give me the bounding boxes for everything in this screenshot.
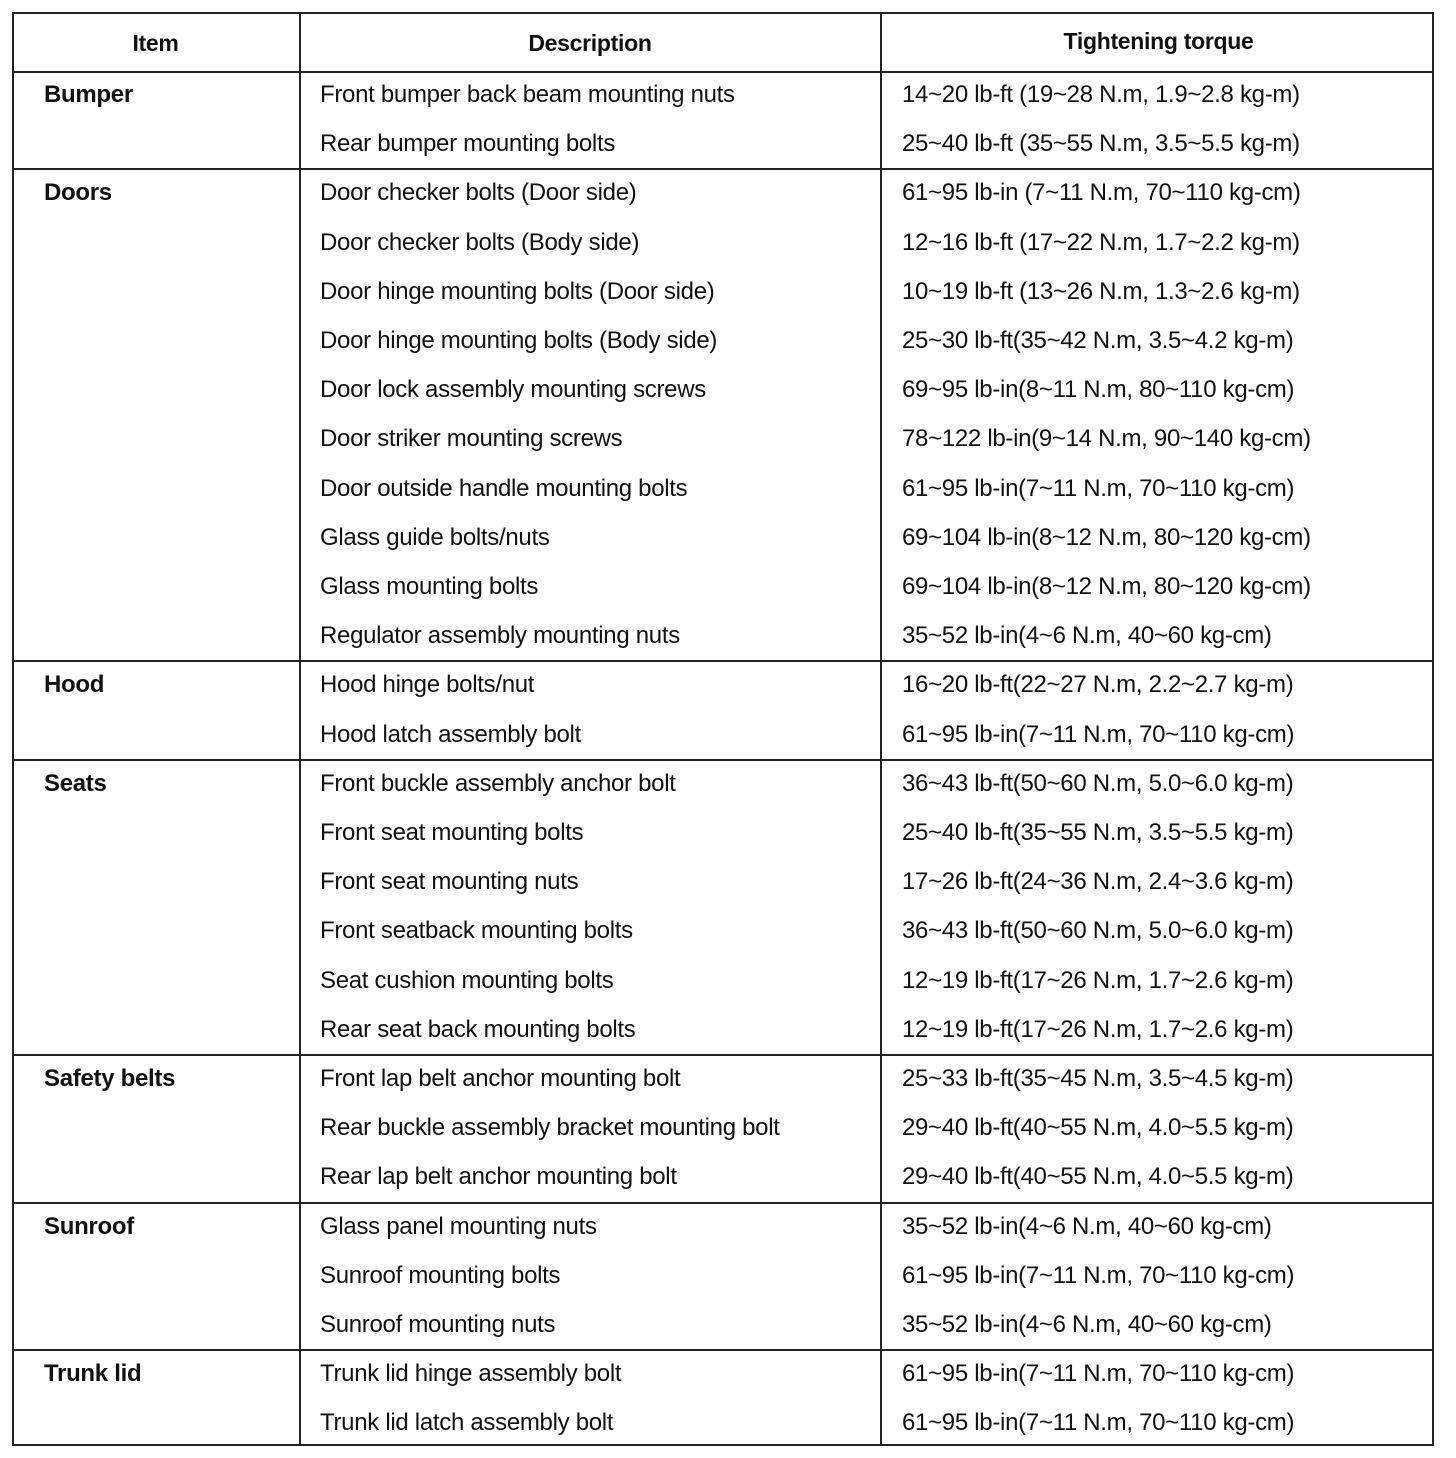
description: Front lap belt anchor mounting bolt: [320, 1065, 681, 1092]
torque: 25~33 lb-ft(35~45 N.m, 3.5~4.5 kg-m): [902, 1065, 1294, 1092]
torque: 61~95 lb-in(7~11 N.m, 70~110 kg-cm): [902, 1409, 1295, 1437]
torque: 35~52 lb-in(4~6 N.m, 40~60 kg-cm): [902, 1311, 1272, 1338]
torque: 35~52 lb-in(4~6 N.m, 40~60 kg-cm): [902, 1212, 1272, 1240]
header-item: Item: [132, 30, 179, 56]
torque: 12~16 lb-ft (17~22 N.m, 1.7~2.2 kg-m): [902, 228, 1300, 256]
header-divider: [12, 71, 1434, 73]
description: Rear lap belt anchor mounting bolt: [320, 1163, 677, 1191]
column-divider: [299, 12, 301, 1446]
torque: 61~95 lb-in (7~11 N.m, 70~110 kg-cm): [902, 179, 1301, 207]
description: Seat cushion mounting bolts: [320, 966, 614, 994]
group-divider: [12, 660, 1434, 663]
item-label: Trunk lid: [44, 1360, 142, 1388]
group-divider: [12, 168, 1434, 171]
description: Front seat mounting bolts: [320, 819, 584, 846]
group-divider: [12, 1054, 1434, 1056]
table-frame: [12, 12, 1434, 1446]
torque: 25~30 lb-ft(35~42 N.m, 3.5~4.2 kg-m): [902, 327, 1294, 354]
torque: 36~43 lb-ft(50~60 N.m, 5.0~6.0 kg-m): [902, 769, 1294, 797]
description: Hood latch assembly bolt: [320, 720, 581, 748]
description: Glass guide bolts/nuts: [320, 523, 550, 551]
torque: 12~19 lb-ft(17~26 N.m, 1.7~2.6 kg-m): [902, 966, 1294, 994]
torque: 29~40 lb-ft(40~55 N.m, 4.0~5.5 kg-m): [902, 1163, 1294, 1191]
torque: 12~19 lb-ft(17~26 N.m, 1.7~2.6 kg-m): [902, 1015, 1294, 1043]
description: Front seatback mounting bolts: [320, 917, 633, 945]
torque: 69~95 lb-in(8~11 N.m, 80~110 kg-cm): [902, 376, 1295, 404]
description: Rear seat back mounting bolts: [320, 1015, 636, 1043]
torque: 29~40 lb-ft(40~55 N.m, 4.0~5.5 kg-m): [902, 1114, 1294, 1142]
description: Door hinge mounting bolts (Door side): [320, 277, 715, 305]
description: Door striker mounting screws: [320, 425, 623, 453]
column-divider: [880, 12, 882, 1446]
torque: 25~40 lb-ft (35~55 N.m, 3.5~5.5 kg-m): [902, 130, 1300, 158]
torque: 69~104 lb-in(8~12 N.m, 80~120 kg-cm): [902, 523, 1311, 551]
description: Door lock assembly mounting screws: [320, 376, 706, 404]
description: Rear buckle assembly bracket mounting bo…: [320, 1114, 780, 1142]
description: Hood hinge bolts/nut: [320, 671, 535, 699]
description: Trunk lid hinge assembly bolt: [320, 1360, 622, 1388]
torque: 61~95 lb-in(7~11 N.m, 70~110 kg-cm): [902, 1261, 1295, 1289]
description: Glass mounting bolts: [320, 573, 539, 600]
description: Trunk lid latch assembly bolt: [320, 1409, 614, 1437]
torque: 78~122 lb-in(9~14 N.m, 90~140 kg-cm): [902, 425, 1311, 453]
torque: 17~26 lb-ft(24~36 N.m, 2.4~3.6 kg-m): [902, 868, 1294, 896]
torque: 61~95 lb-in(7~11 N.m, 70~110 kg-cm): [902, 720, 1295, 748]
item-label: Seats: [44, 769, 107, 797]
torque: 36~43 lb-ft(50~60 N.m, 5.0~6.0 kg-m): [902, 917, 1294, 945]
header-description: Description: [528, 30, 652, 56]
description: Regulator assembly mounting nuts: [320, 622, 680, 650]
torque: 25~40 lb-ft(35~55 N.m, 3.5~5.5 kg-m): [902, 819, 1294, 846]
group-divider: [12, 1201, 1434, 1204]
description: Glass panel mounting nuts: [320, 1212, 597, 1240]
torque: 16~20 lb-ft(22~27 N.m, 2.2~2.7 kg-m): [902, 671, 1294, 699]
torque: 61~95 lb-in(7~11 N.m, 70~110 kg-cm): [902, 1360, 1295, 1388]
torque: 35~52 lb-in(4~6 N.m, 40~60 kg-cm): [902, 622, 1272, 650]
description: Front buckle assembly anchor bolt: [320, 769, 676, 797]
item-label: Sunroof: [44, 1212, 134, 1240]
item-label: Bumper: [44, 81, 133, 108]
description: Sunroof mounting bolts: [320, 1261, 561, 1289]
item-label: Safety belts: [44, 1065, 176, 1092]
description: Front bumper back beam mounting nuts: [320, 81, 735, 108]
torque: 69~104 lb-in(8~12 N.m, 80~120 kg-cm): [902, 573, 1311, 600]
description: Door checker bolts (Body side): [320, 228, 640, 256]
group-divider: [12, 758, 1434, 761]
description: Door hinge mounting bolts (Body side): [320, 327, 718, 354]
item-label: Hood: [44, 671, 105, 699]
torque: 61~95 lb-in(7~11 N.m, 70~110 kg-cm): [902, 474, 1295, 502]
description: Door outside handle mounting bolts: [320, 474, 688, 502]
description: Rear bumper mounting bolts: [320, 130, 616, 158]
item-label: Doors: [44, 179, 112, 207]
description: Sunroof mounting nuts: [320, 1311, 556, 1338]
torque: 14~20 lb-ft (19~28 N.m, 1.9~2.8 kg-m): [902, 81, 1300, 108]
torque: 10~19 lb-ft (13~26 N.m, 1.3~2.6 kg-m): [902, 277, 1300, 305]
header-torque: Tightening torque: [1063, 28, 1254, 54]
description: Front seat mounting nuts: [320, 868, 579, 896]
description: Door checker bolts (Door side): [320, 179, 637, 207]
group-divider: [12, 1349, 1434, 1352]
